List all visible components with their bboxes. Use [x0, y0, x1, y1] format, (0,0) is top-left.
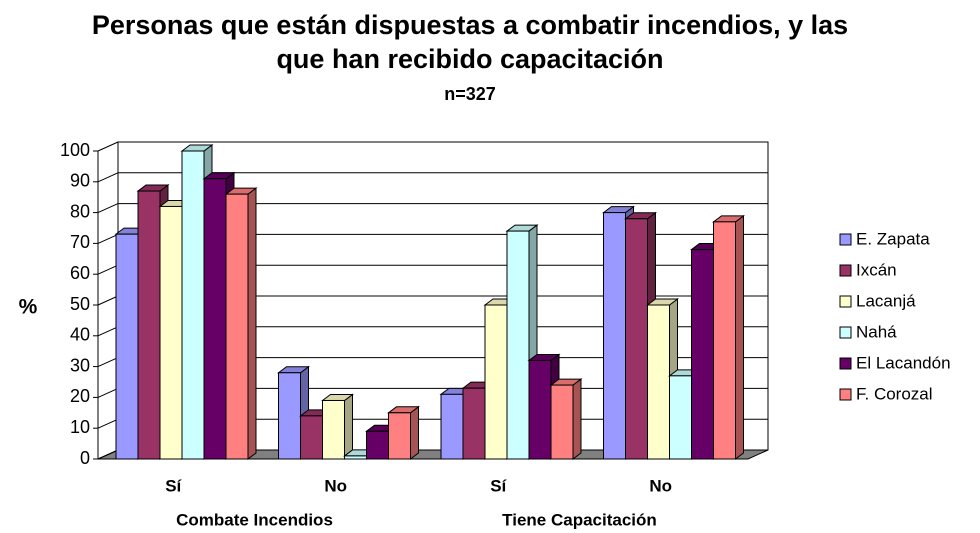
bar [462, 387, 486, 460]
grid-line [97, 418, 119, 429]
y-tick-label: 90 [70, 171, 90, 191]
grid-line [97, 295, 119, 306]
y-tick-label: 40 [70, 325, 90, 345]
bar [647, 304, 670, 460]
grid-line [97, 203, 119, 214]
grid-line [97, 172, 119, 183]
grid-line [97, 233, 119, 244]
bar [550, 384, 574, 460]
bar [344, 455, 367, 460]
bar-side [410, 405, 419, 460]
legend-swatch [839, 295, 852, 308]
legend-label: El Lacandón [856, 353, 951, 372]
legend-label: Lacanjá [856, 291, 916, 310]
y-tick-label: 20 [70, 386, 90, 406]
y-tick-label: 10 [70, 417, 90, 437]
bar [322, 399, 345, 460]
bar [440, 393, 464, 460]
grid-line [97, 141, 119, 152]
bar [159, 205, 183, 460]
legend-swatch [839, 388, 852, 401]
bar [115, 233, 139, 460]
bar [203, 178, 227, 460]
y-tick-label: 70 [70, 232, 90, 252]
x-tick-label: No [649, 476, 672, 495]
grid-line [97, 326, 119, 337]
x-group-label: Combate Incendios [176, 510, 333, 529]
grid-line [97, 357, 119, 368]
grid-line [97, 449, 119, 460]
bar [506, 230, 530, 460]
y-axis-label: % [19, 296, 38, 319]
bar [137, 190, 161, 460]
bar [225, 193, 249, 460]
legend-label: Ixcán [856, 260, 897, 279]
grid-line [97, 264, 119, 275]
bar [278, 372, 301, 460]
legend-label: E. Zapata [856, 229, 930, 248]
y-tick-label: 100 [60, 140, 90, 160]
bar-side [247, 187, 257, 460]
chart-subtitle: n=327 [444, 84, 496, 104]
x-group-label: Tiene Capacitación [502, 510, 657, 529]
x-tick-label: Sí [490, 476, 507, 495]
legend-swatch [839, 264, 852, 277]
legend-label: Nahá [856, 322, 897, 341]
y-tick-label: 30 [70, 355, 90, 375]
x-tick-label: Sí [165, 476, 182, 495]
bar [181, 150, 205, 460]
bar [691, 249, 714, 460]
grid-line [97, 387, 119, 398]
legend-swatch [839, 326, 852, 339]
legend-label: F. Corozal [856, 384, 933, 403]
bar [388, 412, 411, 460]
bar [366, 430, 389, 460]
bar [625, 218, 648, 460]
legend-swatch [839, 233, 852, 246]
y-tick-label: 50 [70, 294, 90, 314]
bar [300, 415, 323, 460]
y-tick-label: 60 [70, 263, 90, 283]
bar [484, 304, 508, 460]
bar-side [344, 393, 353, 460]
chart-title: Personas que están dispuestas a combatir… [91, 10, 849, 74]
x-tick-label: No [324, 476, 347, 495]
y-tick-label: 80 [70, 201, 90, 221]
bar-side [572, 378, 582, 460]
bar-side [735, 214, 744, 460]
bar [669, 375, 692, 460]
bar [528, 359, 552, 460]
legend-swatch [839, 357, 852, 370]
bar [713, 221, 736, 460]
y-tick-label: 0 [80, 448, 90, 468]
bar [603, 212, 626, 460]
